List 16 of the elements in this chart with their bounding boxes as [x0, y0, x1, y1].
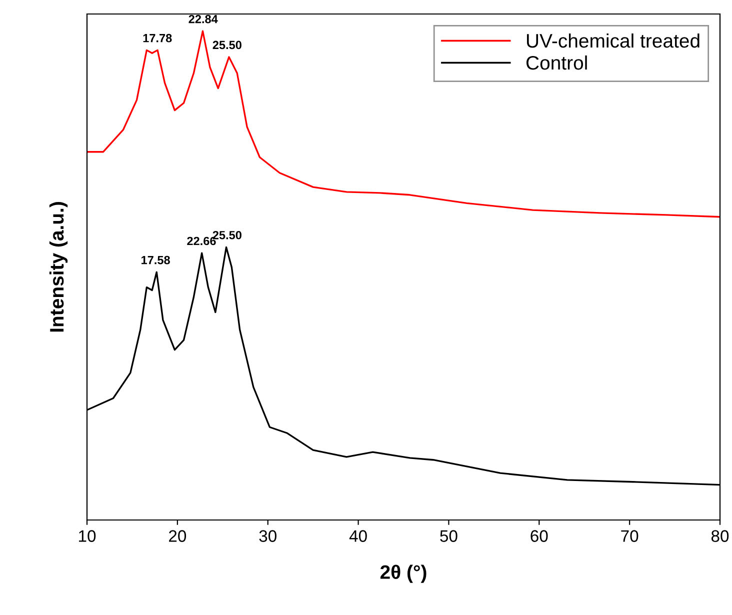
- annotation: 17.78: [143, 34, 172, 42]
- x-axis-title: 2θ (°): [380, 564, 426, 583]
- x-tick-label: 50: [440, 530, 458, 542]
- x-tick-label: 70: [621, 530, 638, 542]
- x-tick-label: 80: [711, 530, 729, 542]
- x-tick-label: 10: [79, 530, 96, 542]
- legend-label: Control: [526, 55, 587, 70]
- x-tick-label: 30: [259, 530, 276, 542]
- x-tick-label: 60: [530, 530, 548, 542]
- annotation: 17.58: [142, 256, 170, 264]
- legend-label: UV-chemical treated: [526, 33, 700, 48]
- annotation: 25.50: [212, 40, 242, 50]
- annotation: 22.84: [188, 14, 218, 24]
- x-tick-label: 20: [169, 530, 186, 542]
- x-tick-label: 40: [349, 530, 367, 542]
- y-axis-title: Intensity (a.u.): [49, 202, 68, 332]
